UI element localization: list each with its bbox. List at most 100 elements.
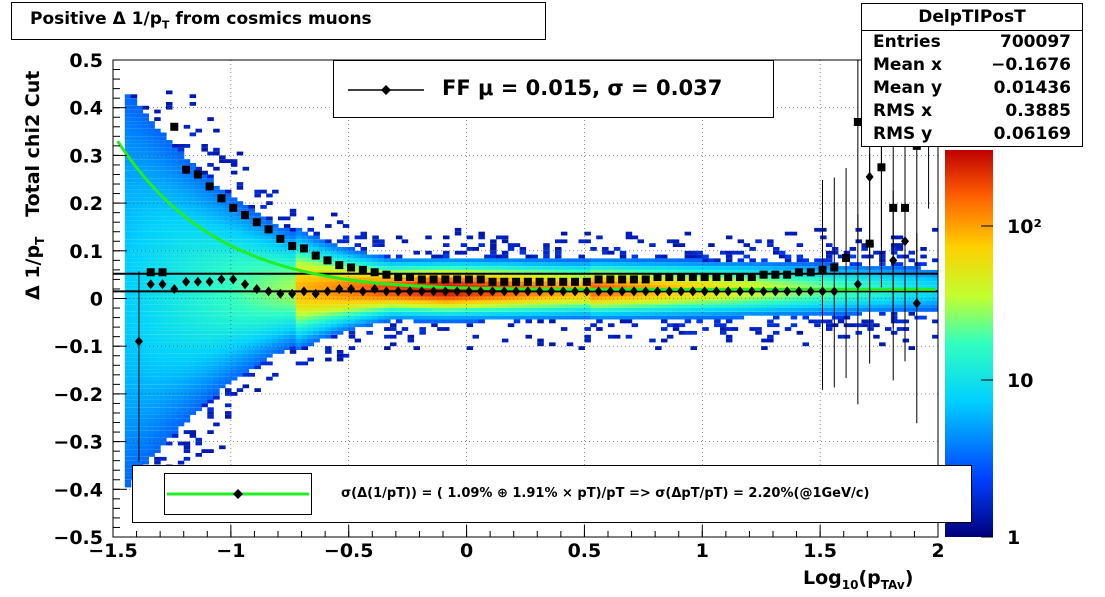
z-tick-label: 10²	[1007, 216, 1042, 238]
stats-value: 0.3885	[1005, 101, 1071, 121]
sigma-marker	[323, 256, 332, 265]
resolution-legend-marker	[167, 489, 309, 499]
mean-marker	[641, 286, 650, 297]
mean-marker	[299, 286, 308, 297]
heatmap-cells	[124, 90, 938, 492]
title-sub: T	[161, 18, 170, 32]
mean-marker	[700, 286, 709, 297]
sigma-marker	[358, 265, 367, 274]
y-tick-label: 0.2	[69, 193, 103, 215]
sigma-marker	[535, 277, 544, 286]
stats-row: RMS x 0.3885	[862, 100, 1082, 123]
sigma-marker	[382, 270, 391, 279]
sigma-marker	[217, 194, 226, 203]
mean-marker	[134, 336, 143, 347]
sigma-marker	[241, 211, 249, 220]
sigma-marker	[571, 277, 579, 286]
sigma-marker	[618, 275, 627, 284]
sigma-marker	[406, 273, 414, 282]
sigma-marker	[347, 263, 356, 272]
sigma-marker	[158, 268, 167, 277]
sigma-marker	[335, 261, 344, 270]
sigma-marker	[500, 277, 509, 286]
mean-marker	[901, 236, 909, 247]
mean-marker	[759, 286, 768, 297]
sigma-marker	[606, 275, 615, 284]
mean-marker	[406, 286, 414, 297]
sigma-marker	[677, 273, 686, 282]
mean-marker	[912, 298, 921, 309]
mean-marker	[794, 286, 803, 297]
stats-name: DelpTIPosT	[862, 4, 1082, 31]
sigma-marker	[547, 277, 556, 286]
mean-marker	[394, 286, 403, 297]
mean-marker	[347, 283, 356, 294]
mean-marker	[771, 286, 780, 297]
mean-marker	[241, 279, 249, 290]
ylabel-main: Δ 1/p	[22, 244, 44, 300]
x-tick-label: 0.5	[568, 540, 602, 562]
mean-marker	[830, 286, 839, 297]
xlabel-close: )	[904, 567, 914, 589]
sigma-marker	[806, 268, 815, 277]
mean-marker	[358, 286, 367, 297]
stats-value: 700097	[1000, 32, 1071, 52]
mean-marker	[688, 286, 697, 297]
mean-marker	[417, 286, 426, 297]
sigma-marker	[229, 203, 238, 212]
title-main: 1/p	[131, 9, 162, 29]
sigma-marker	[653, 273, 662, 282]
xlabel-open: (p	[858, 567, 881, 589]
mean-marker	[311, 288, 320, 299]
sigma-marker	[582, 277, 591, 286]
sigma-marker	[288, 242, 297, 251]
stats-key: Mean y	[873, 78, 943, 98]
xlabel-sub: 10	[841, 577, 859, 592]
sigma-marker	[512, 277, 521, 286]
mean-marker	[806, 286, 815, 297]
y-tick-label: −0.3	[53, 432, 103, 454]
mean-marker	[523, 286, 532, 297]
y-tick-label: −0.4	[53, 479, 103, 501]
mean-marker	[559, 286, 568, 297]
y-tick-label: −0.5	[53, 527, 103, 549]
mean-marker	[818, 286, 827, 297]
mean-marker	[783, 286, 792, 297]
title-symbol: Δ	[112, 9, 126, 29]
mean-marker	[170, 283, 179, 294]
resolution-legend: σ(Δ(1/pT)) = ( 1.09% ⊕ 1.91% × pT)/pT =>…	[132, 465, 972, 523]
stats-key: Mean x	[873, 55, 942, 75]
sigma-marker	[453, 275, 462, 284]
mean-marker	[264, 286, 273, 297]
stats-row: Mean y 0.01436	[862, 77, 1082, 100]
sigma-marker	[429, 275, 438, 284]
resolution-legend-text: σ(Δ(1/pT)) = ( 1.09% ⊕ 1.91% × pT)/pT =>…	[341, 486, 870, 501]
sigma-marker	[594, 275, 603, 284]
mean-marker	[618, 286, 627, 297]
xlabel-main: Log	[803, 567, 842, 589]
x-tick-label: 1	[696, 540, 709, 562]
mean-marker	[193, 276, 202, 287]
sigma-marker	[394, 273, 403, 282]
y-tick-label: 0.4	[69, 98, 103, 120]
sigma-marker	[830, 263, 839, 272]
mean-marker	[146, 279, 155, 290]
mean-marker	[747, 286, 756, 297]
mean-marker	[182, 276, 191, 287]
sigma-marker	[688, 273, 697, 282]
ff-legend-marker	[348, 85, 424, 95]
stats-box: DelpTIPosT Entries 700097 Mean x −0.1676 M…	[861, 3, 1083, 147]
sigma-marker	[441, 275, 450, 284]
stats-key: RMS x	[873, 101, 933, 121]
sigma-marker	[146, 268, 155, 277]
stats-row: Mean x −0.1676	[862, 54, 1082, 77]
stats-value: 0.06169	[993, 124, 1071, 144]
mean-marker	[382, 286, 391, 297]
mean-marker	[441, 286, 450, 297]
mean-marker	[453, 286, 462, 297]
mean-marker	[276, 288, 285, 299]
mean-marker	[677, 286, 686, 297]
sigma-marker	[818, 265, 827, 274]
mean-marker	[582, 286, 591, 297]
mean-marker	[547, 286, 556, 297]
